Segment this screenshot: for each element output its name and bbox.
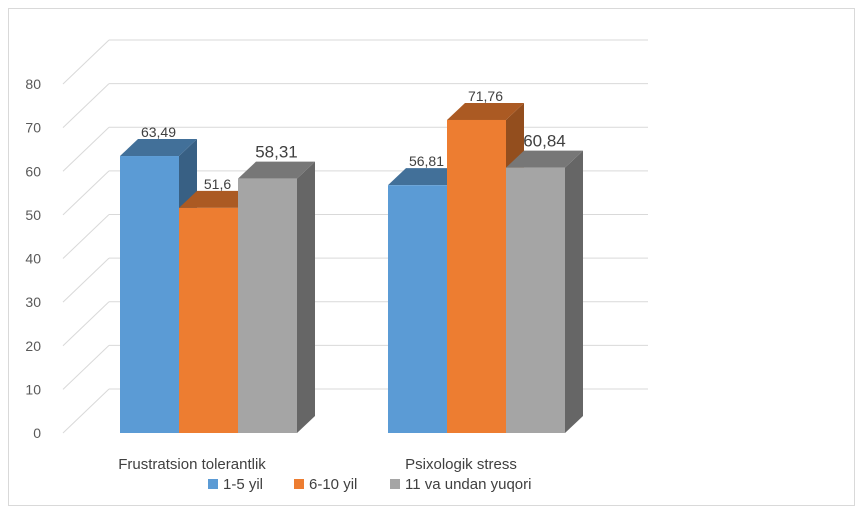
bar [120, 156, 179, 433]
y-tick-label: 60 [25, 163, 41, 179]
legend-swatch [390, 479, 400, 489]
y-tick-label: 20 [25, 338, 41, 354]
bar-top [179, 190, 256, 208]
bar [506, 167, 565, 433]
gridline-depth [62, 83, 110, 128]
y-tick-label: 40 [25, 251, 41, 267]
x-tick-label: Psixologik stress [405, 456, 517, 473]
legend-label: 11 va undan yuqori [405, 476, 531, 493]
y-tick-label: 0 [33, 425, 41, 441]
bar-top [506, 150, 583, 168]
x-tick-label: Frustratsion tolerantlik [118, 456, 266, 473]
data-label: 51,6 [204, 176, 231, 192]
y-tick-label: 30 [25, 294, 41, 310]
bar-top [120, 139, 197, 157]
bar-top [388, 168, 465, 186]
gridline-depth [62, 39, 110, 85]
gridline-depth [62, 388, 110, 434]
gridline-depth [62, 301, 110, 347]
data-label: 58,31 [255, 143, 298, 162]
bar [388, 185, 447, 433]
chart-frame: 0 10 20 30 40 50 60 70 80 63,49 56,81 51,6 71,76 58,3… [8, 8, 855, 506]
legend-swatch [208, 479, 218, 489]
gridline-depth [62, 170, 110, 216]
data-label: 60,84 [523, 132, 566, 151]
gridline-depth [62, 345, 110, 390]
bar [179, 207, 238, 433]
bar-side [565, 150, 583, 433]
bar-top [238, 161, 315, 179]
gridline-depth [62, 214, 110, 259]
y-tick-label: 80 [25, 76, 41, 92]
legend-label: 6-10 yil [309, 476, 357, 493]
y-tick-label: 10 [25, 381, 41, 397]
bar-top [447, 102, 524, 120]
data-label: 56,81 [409, 153, 444, 169]
bar-chart: 0 10 20 30 40 50 60 70 80 63,49 56,81 51,6 71,76 58,3… [25, 39, 648, 493]
bar [238, 178, 297, 433]
y-tick-label: 50 [25, 207, 41, 223]
legend-swatch [294, 479, 304, 489]
bar-side [297, 161, 315, 433]
data-label: 63,49 [141, 124, 176, 140]
gridline-depth [62, 257, 110, 303]
data-label: 71,76 [468, 88, 503, 104]
y-tick-label: 70 [25, 120, 41, 136]
legend-label: 1-5 yil [223, 476, 263, 493]
gridline-depth [62, 126, 110, 172]
bar [447, 119, 506, 434]
